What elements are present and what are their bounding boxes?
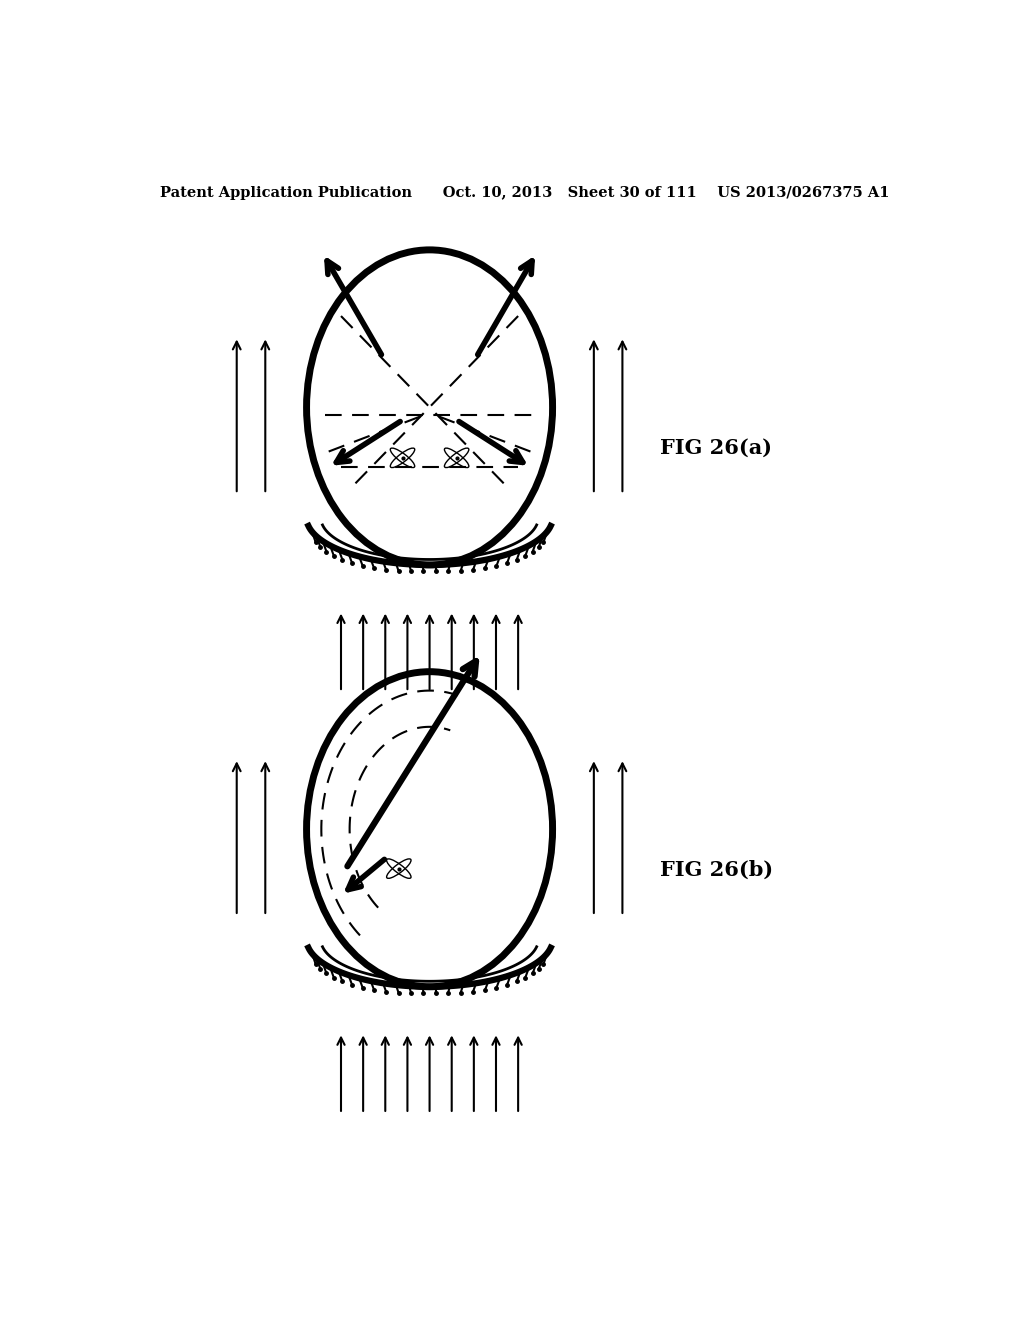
Text: FIG 26(a): FIG 26(a) [659,438,772,458]
Text: FIG 26(b): FIG 26(b) [659,859,773,880]
Text: Patent Application Publication      Oct. 10, 2013   Sheet 30 of 111    US 2013/0: Patent Application Publication Oct. 10, … [160,186,890,199]
